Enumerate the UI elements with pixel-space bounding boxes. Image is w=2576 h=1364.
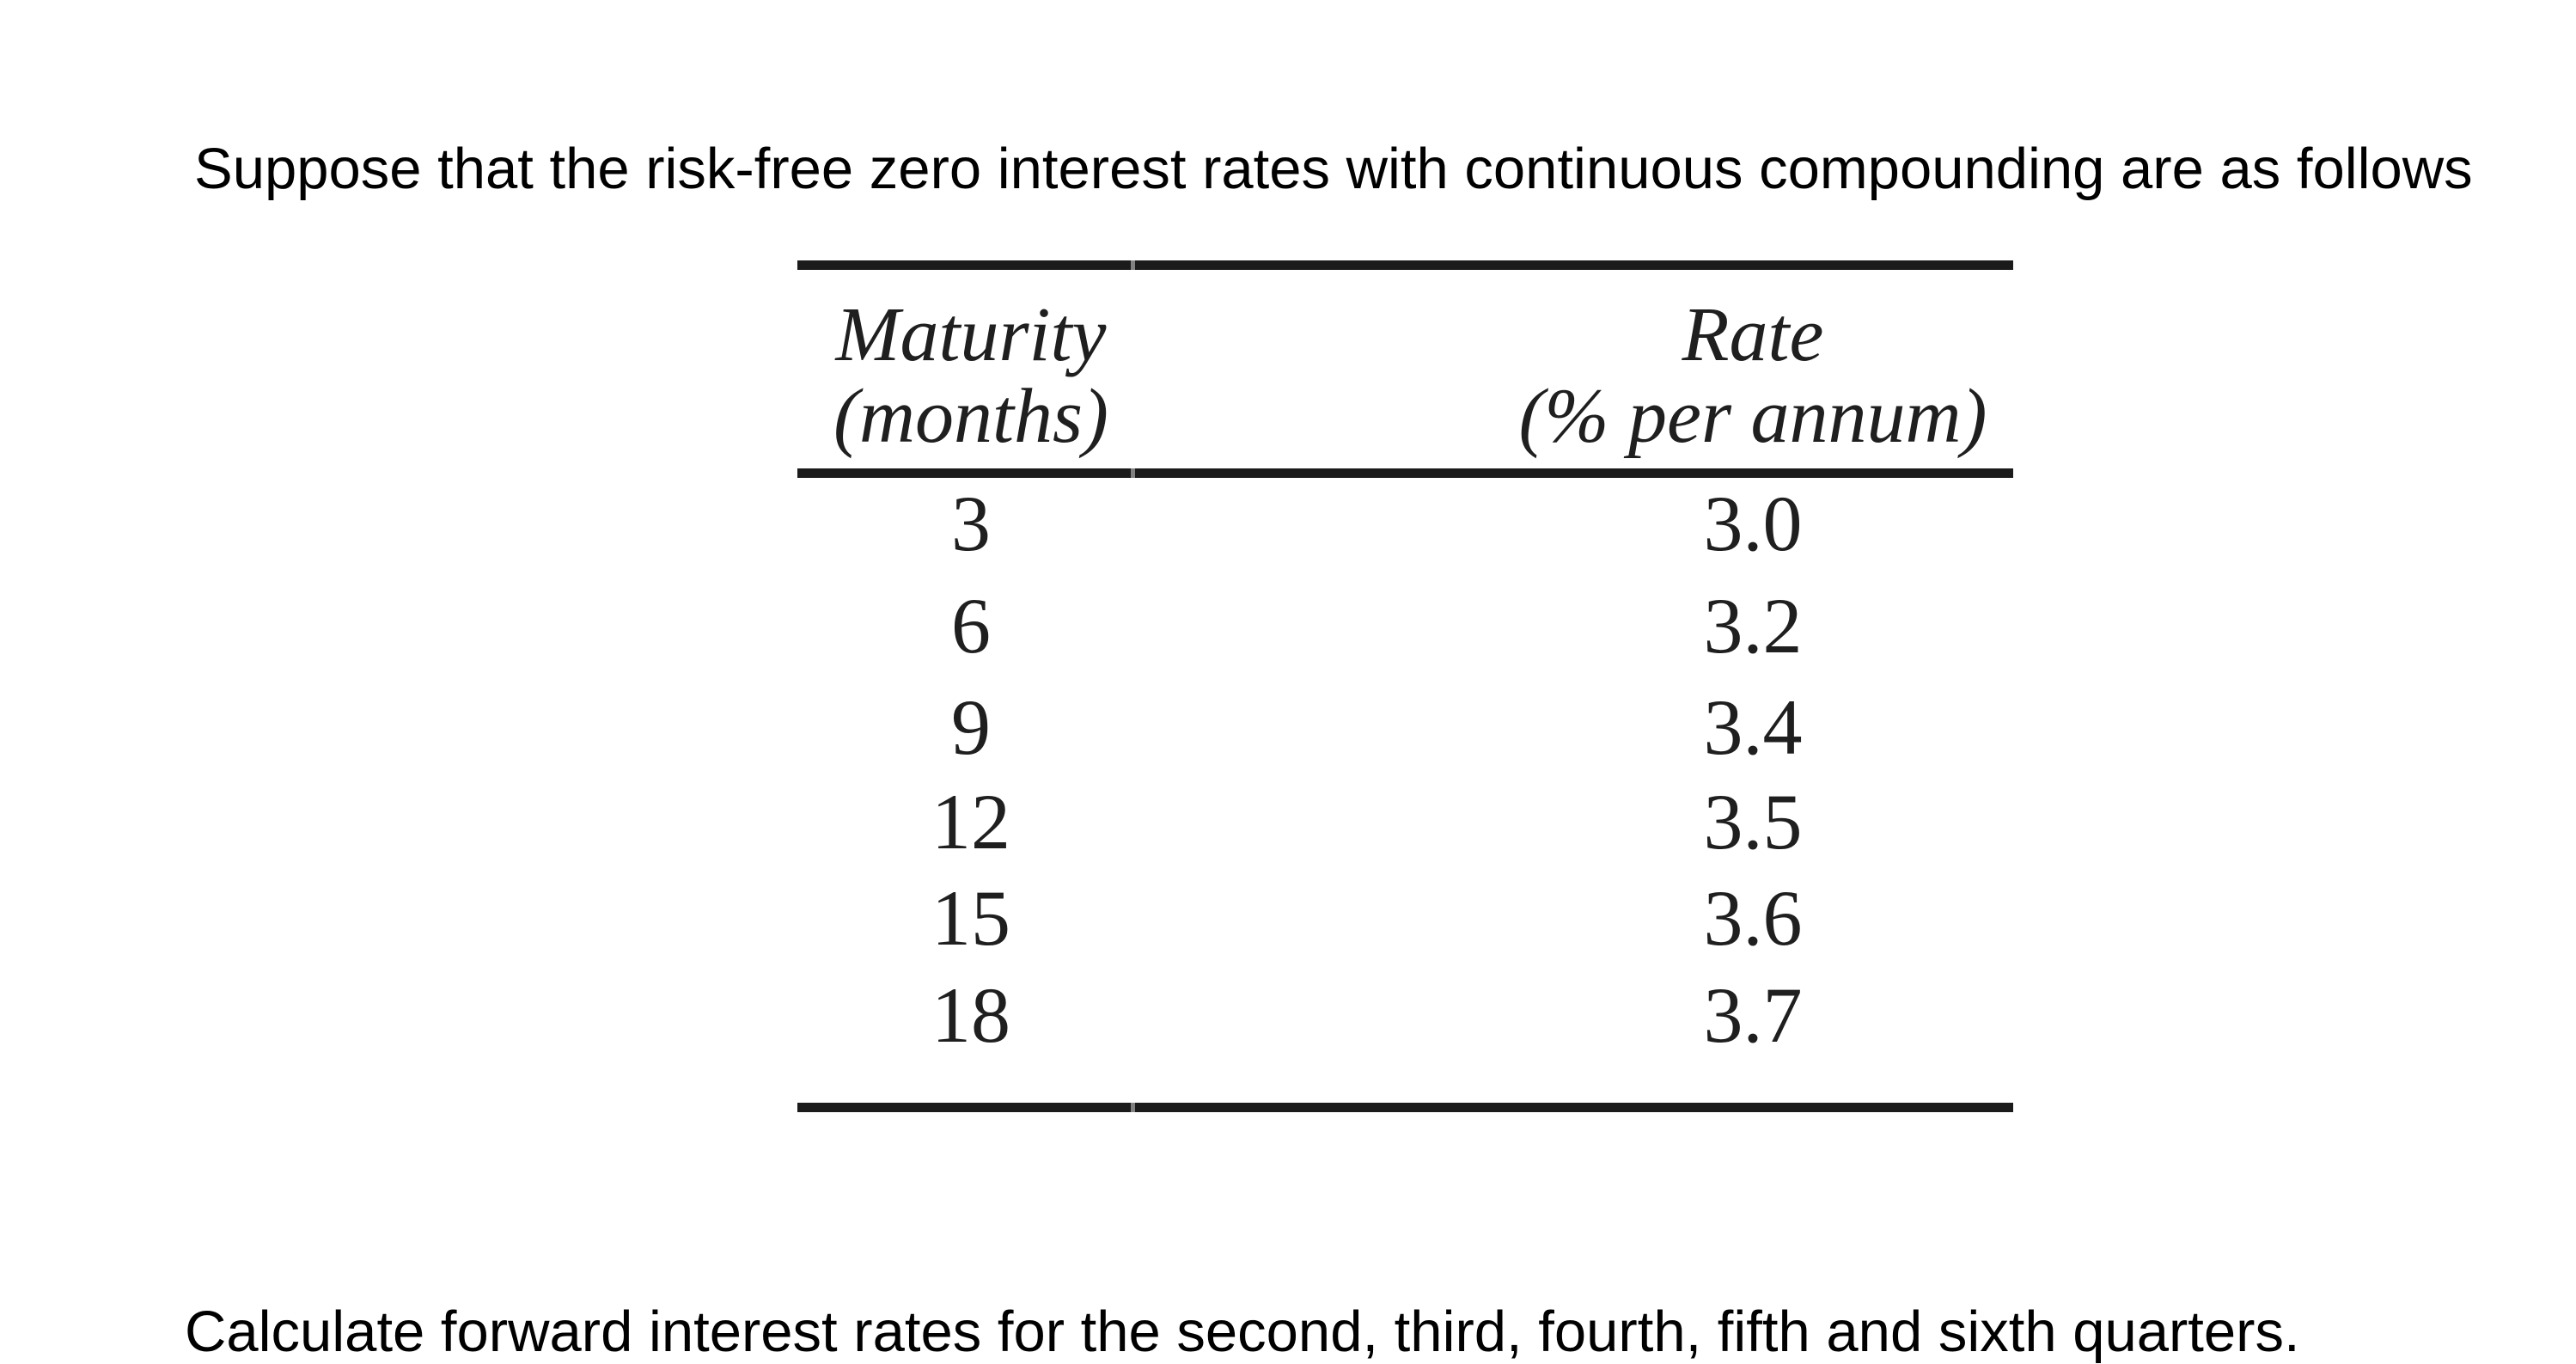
rate-value: 3.4 (1703, 683, 1803, 771)
table-row: 3 3.0 (797, 484, 2013, 570)
table-row: 15 3.6 (797, 878, 2013, 964)
rate-column-unit: (% per annum) (1518, 374, 1987, 459)
maturity-value: 9 (951, 683, 991, 771)
rate-column-header: Rate (1682, 292, 1824, 377)
rate-value: 3.2 (1703, 582, 1803, 670)
maturity-value: 18 (931, 971, 1010, 1059)
maturity-column-header: Maturity (835, 292, 1107, 377)
maturity-value: 3 (951, 480, 991, 567)
table-header-rule (797, 468, 2013, 478)
table-row: 9 3.4 (797, 688, 2013, 774)
table-top-rule (797, 260, 2013, 270)
maturity-value: 12 (931, 778, 1010, 865)
maturity-value: 15 (931, 874, 1010, 962)
zero-rates-table: Maturity (months) Rate (% per annum) 3 3… (797, 260, 2013, 1116)
intro-text: Suppose that the risk-free zero interest… (194, 137, 2473, 201)
rate-value: 3.6 (1703, 874, 1803, 962)
question-text: Calculate forward interest rates for the… (185, 1300, 2300, 1364)
table-row: 12 3.5 (797, 782, 2013, 868)
rate-value: 3.0 (1703, 480, 1803, 567)
rate-value: 3.7 (1703, 971, 1803, 1059)
maturity-value: 6 (951, 582, 991, 670)
table-bottom-rule (797, 1103, 2013, 1112)
rate-value: 3.5 (1703, 778, 1803, 865)
table-row: 18 3.7 (797, 976, 2013, 1061)
maturity-column-unit: (months) (833, 374, 1108, 459)
table-row: 6 3.2 (797, 586, 2013, 672)
